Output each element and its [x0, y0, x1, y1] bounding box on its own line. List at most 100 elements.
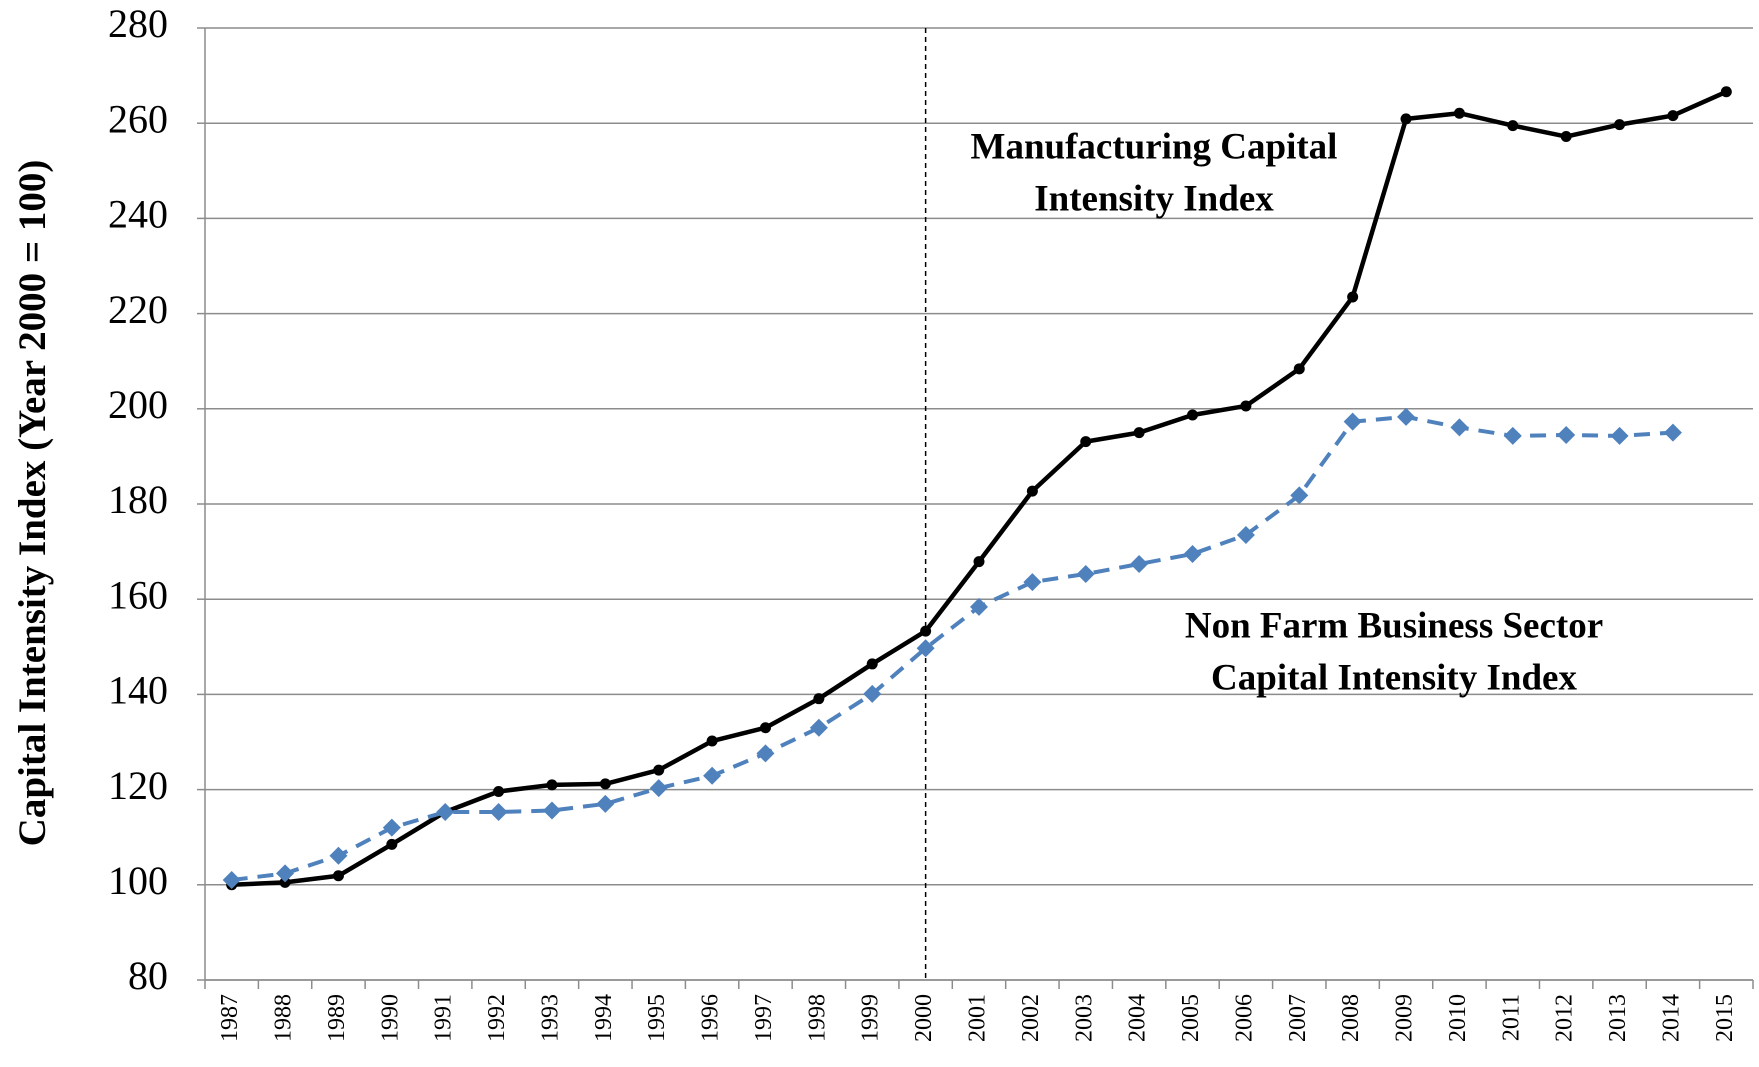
x-tick-label: 2011 — [1498, 994, 1524, 1041]
x-tick-label: 1999 — [858, 994, 884, 1042]
x-tick-label: 1988 — [271, 994, 297, 1042]
marker — [1400, 113, 1412, 125]
marker — [1293, 363, 1305, 375]
marker — [1183, 544, 1202, 563]
marker — [653, 764, 665, 776]
marker — [1130, 554, 1149, 573]
y-tick-label: 80 — [128, 953, 168, 998]
marker — [863, 684, 882, 703]
x-tick-label: 1991 — [431, 994, 457, 1042]
y-tick-label: 180 — [108, 477, 168, 522]
annotation: Intensity Index — [1034, 178, 1274, 219]
marker — [649, 779, 668, 798]
marker — [756, 744, 775, 763]
annotation: Manufacturing Capital — [971, 126, 1338, 167]
marker — [866, 658, 878, 670]
x-tick-label: 2012 — [1552, 994, 1578, 1042]
series-line — [231, 89, 1728, 888]
y-tick-label: 160 — [108, 572, 168, 617]
marker — [813, 693, 825, 705]
marker — [1076, 564, 1095, 583]
marker — [703, 766, 722, 785]
x-tick-label: 2002 — [1018, 994, 1044, 1042]
marker — [1023, 573, 1042, 592]
marker — [1610, 426, 1629, 445]
marker — [546, 779, 558, 791]
marker — [973, 556, 985, 568]
x-tick-label: 1992 — [484, 994, 510, 1042]
x-tick-label: 2010 — [1445, 994, 1471, 1042]
marker — [1614, 119, 1626, 131]
marker — [1453, 107, 1465, 119]
marker — [1560, 131, 1572, 143]
x-tick-label: 1996 — [698, 994, 724, 1042]
marker — [1557, 425, 1576, 444]
x-tick-label: 1998 — [804, 994, 830, 1042]
marker — [1290, 486, 1309, 505]
y-tick-label: 260 — [108, 96, 168, 141]
marker — [493, 786, 505, 798]
x-tick-label: 1995 — [644, 994, 670, 1042]
x-tick-label: 1994 — [591, 994, 617, 1042]
y-tick-label: 140 — [108, 668, 168, 713]
x-tick-label: 2013 — [1605, 994, 1631, 1042]
marker — [1080, 436, 1092, 448]
marker — [1667, 110, 1679, 122]
marker — [1240, 400, 1252, 412]
marker — [222, 871, 241, 890]
marker — [332, 870, 344, 882]
marker — [916, 639, 935, 658]
marker — [382, 818, 401, 837]
y-tick-label: 280 — [108, 1, 168, 46]
marker — [279, 876, 291, 888]
x-tick-label: 1989 — [324, 994, 350, 1042]
x-tick-label: 2001 — [965, 994, 991, 1042]
marker — [706, 735, 718, 747]
marker — [1503, 426, 1522, 445]
y-tick-label: 200 — [108, 382, 168, 427]
x-tick-label: 2014 — [1658, 994, 1684, 1042]
x-tick-label: 1997 — [751, 994, 777, 1042]
marker — [920, 625, 932, 637]
marker — [542, 801, 561, 820]
x-tick-label: 2006 — [1231, 994, 1257, 1042]
marker — [436, 802, 455, 821]
marker — [1236, 525, 1255, 544]
x-tick-label: 1987 — [217, 994, 243, 1042]
y-axis-label: Capital Intensity Index (Year 2000 = 100… — [11, 160, 54, 847]
marker — [1187, 409, 1199, 421]
x-tick-label: 1990 — [377, 994, 403, 1042]
x-tick-label: 2005 — [1178, 994, 1204, 1042]
marker — [1450, 418, 1469, 437]
marker — [1720, 86, 1732, 98]
marker — [1507, 120, 1519, 132]
x-tick-label: 2009 — [1392, 994, 1418, 1042]
y-tick-label: 240 — [108, 192, 168, 237]
y-tick-label: 120 — [108, 763, 168, 808]
series-line — [231, 414, 1674, 883]
x-tick-label: 2007 — [1285, 994, 1311, 1042]
marker — [1133, 427, 1145, 439]
marker — [1663, 423, 1682, 442]
x-tick-label: 2003 — [1071, 994, 1097, 1042]
marker — [970, 597, 988, 616]
annotation: Capital Intensity Index — [1211, 657, 1577, 698]
y-tick-label: 220 — [108, 287, 168, 332]
x-tick-label: 2008 — [1338, 994, 1364, 1042]
marker — [596, 794, 615, 813]
x-tick-label: 1993 — [537, 994, 563, 1042]
marker — [489, 802, 508, 821]
marker — [276, 864, 295, 883]
marker — [1026, 485, 1038, 497]
marker — [386, 838, 398, 850]
marker — [1347, 291, 1359, 303]
x-tick-label: 2000 — [911, 994, 937, 1042]
y-tick-label: 100 — [108, 858, 168, 903]
x-tick-label: 2015 — [1712, 994, 1738, 1042]
annotation: Non Farm Business Sector — [1185, 605, 1603, 646]
marker — [759, 722, 771, 734]
marker — [1343, 412, 1362, 431]
marker — [1397, 407, 1416, 426]
